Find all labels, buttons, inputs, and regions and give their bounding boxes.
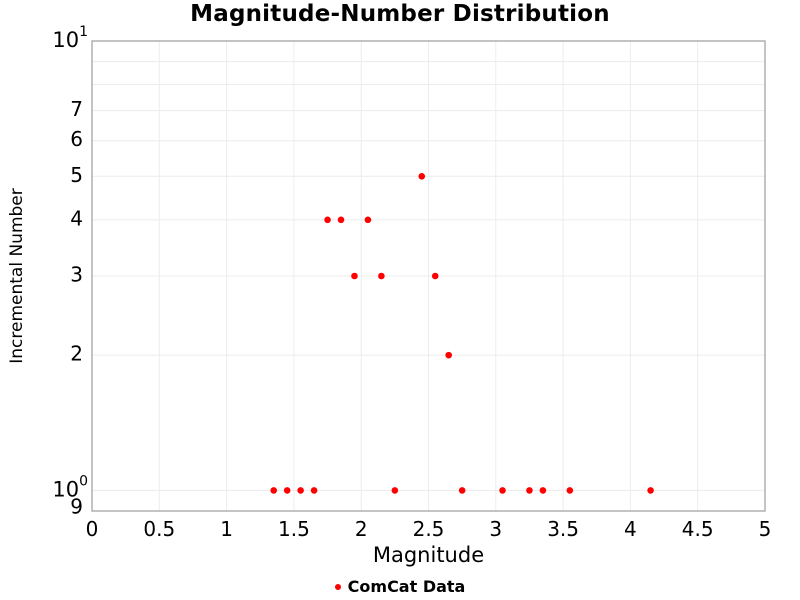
y-tick-label: 5: [70, 163, 83, 187]
x-tick-label: 5: [759, 517, 772, 541]
data-point: [310, 487, 318, 494]
data-point: [297, 487, 304, 494]
x-axis-title: Magnitude: [372, 543, 485, 567]
x-tick-label: 1: [220, 517, 233, 541]
data-point: [458, 487, 466, 494]
data-point: [364, 216, 372, 224]
data-point: [351, 272, 358, 280]
legend[interactable]: ComCat Data: [0, 577, 800, 596]
x-tick-label: 1.5: [278, 517, 310, 541]
x-tick-label: 0: [86, 517, 99, 541]
y-tick-label: 3: [70, 263, 83, 287]
data-point: [378, 272, 385, 280]
data-point: [526, 487, 533, 494]
data-point: [418, 172, 426, 180]
data-point: [283, 487, 291, 494]
data-point: [270, 487, 278, 494]
x-tick-label: 2.5: [413, 517, 445, 541]
plot-border: [91, 40, 766, 512]
data-point: [647, 487, 654, 494]
y-tick-label: 9: [70, 495, 83, 519]
data-point: [566, 487, 574, 494]
data-point: [324, 216, 331, 224]
data-point: [445, 351, 452, 359]
x-tick-label: 3.5: [547, 517, 579, 541]
data-point: [337, 216, 345, 224]
data-point: [431, 272, 439, 280]
y-tick-label: 6: [70, 127, 83, 151]
y-tick-label: 100: [52, 473, 88, 501]
y-tick-label: 2: [70, 342, 83, 366]
chart-title: Magnitude-Number Distribution: [190, 1, 610, 27]
y-tick-label: 4: [70, 206, 83, 230]
y-tick-label: 101: [52, 24, 88, 52]
data-point: [499, 487, 506, 494]
x-tick-label: 4.5: [682, 517, 714, 541]
legend-label: ComCat Data: [347, 577, 466, 596]
x-tick-label: 4: [624, 517, 637, 541]
y-tick-label: 7: [70, 97, 83, 121]
data-point: [391, 487, 399, 494]
legend-marker-icon: [334, 583, 341, 590]
x-tick-label: 3: [489, 517, 502, 541]
data-point: [539, 487, 547, 494]
x-tick-label: 0.5: [143, 517, 175, 541]
x-tick-label: 2: [355, 517, 368, 541]
